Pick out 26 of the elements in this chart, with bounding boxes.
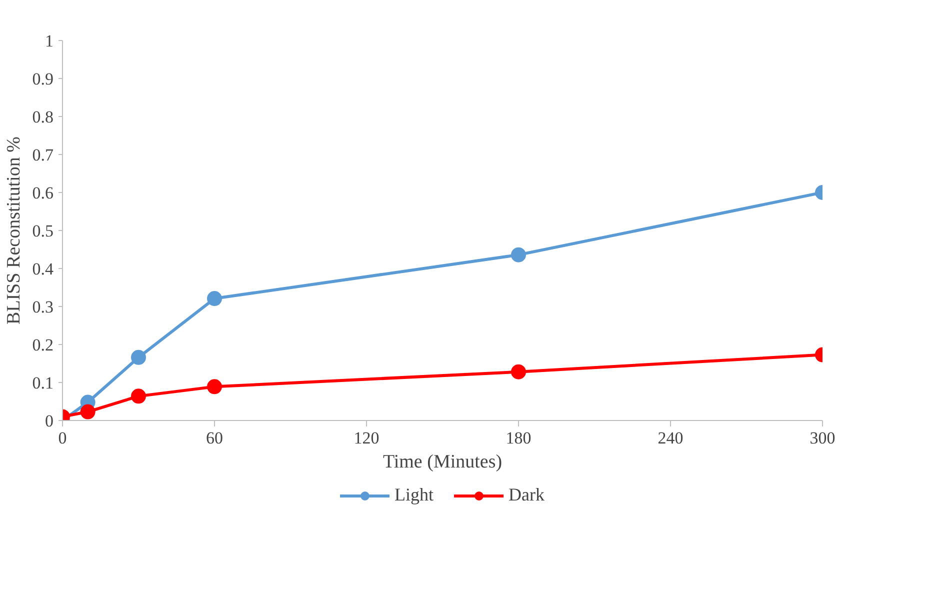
- y-tick-label: 0.7: [32, 146, 54, 164]
- legend-label: Light: [394, 484, 434, 506]
- y-tick-label: 0.6: [32, 184, 54, 202]
- point: [207, 379, 222, 394]
- y-tick-label: 0.1: [32, 374, 54, 392]
- legend-label: Dark: [508, 484, 544, 506]
- y-tick-label: 0.4: [32, 260, 54, 278]
- x-tick-label: 60: [206, 428, 223, 448]
- x-tick-label: 120: [354, 428, 380, 448]
- point: [80, 404, 96, 420]
- y-tick-label: 0: [45, 412, 54, 430]
- x-tick-label: 180: [506, 428, 532, 448]
- y-tick-label: 0.8: [32, 108, 54, 126]
- y-tick-label: 1: [45, 32, 54, 50]
- y-tick-label: 0.2: [32, 336, 54, 354]
- y-tick-label: 0.5: [32, 222, 54, 240]
- y-axis-title: BLISS Reconstitution %: [3, 136, 24, 324]
- y-tick-label: 0.9: [32, 70, 54, 88]
- x-tick-label: 240: [658, 428, 684, 448]
- x-tick-label: 300: [810, 428, 836, 448]
- y-tick-label: 0.3: [32, 298, 54, 316]
- x-axis-title: Time (Minutes): [382, 452, 502, 472]
- x-tick-label: 0: [58, 428, 67, 448]
- point: [207, 291, 222, 306]
- point: [131, 388, 146, 404]
- point: [131, 350, 146, 365]
